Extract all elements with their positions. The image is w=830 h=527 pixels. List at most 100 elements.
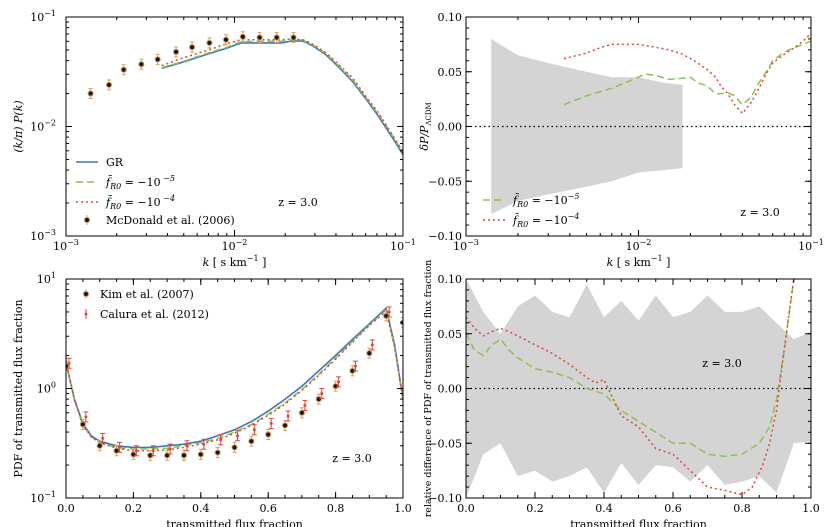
y-tick-exponent: −2 [44, 119, 56, 128]
legend-label-f4-exp: −4 [568, 212, 580, 221]
data-point [303, 403, 307, 407]
error-band [491, 38, 683, 215]
redshift-annotation: z = 3.0 [332, 452, 372, 465]
redshift-annotation: z = 3.0 [740, 206, 780, 219]
x-tick-exponent: −3 [67, 238, 79, 247]
x-tick-label: 0.4 [595, 502, 613, 515]
data-point [370, 343, 374, 347]
plot-area [466, 279, 811, 498]
data-point [252, 428, 256, 432]
panel-power-spectrum: 10−3 10−2 10−110−310−210−1k [ s km−1 ](k/π… [12, 9, 416, 269]
x-axis-label-exp: −1 [247, 254, 259, 263]
data-point [79, 421, 86, 428]
y-tick-exponent: −3 [44, 228, 56, 237]
y-tick-label: 10−1 [30, 490, 56, 505]
legend-label-mcdonald: McDonald et al. (2006) [106, 214, 235, 227]
data-point [231, 444, 238, 451]
x-axis-label-unit: [ s km [209, 256, 247, 269]
panel-flux-pdf: 0.0 0.2 0.4 0.6 0.8 1.010−1100101transmitted … [12, 271, 412, 527]
y-tick-exponent: −1 [44, 490, 56, 499]
data-point [172, 48, 180, 56]
y-axis-label: PDF of transmitted flux fraction [12, 299, 25, 477]
x-tick-label: 1.0 [802, 502, 820, 515]
x-tick-label: 10−3 [53, 238, 79, 253]
x-tick-label: 0.8 [327, 502, 345, 515]
data-point [387, 310, 391, 314]
y-tick-exponent: 0 [51, 381, 56, 390]
data-point [248, 438, 255, 445]
y-axis-label-sub: ΛCDM [425, 102, 433, 126]
redshift-annotation: z = 3.0 [702, 357, 742, 370]
y-tick-exponent: 1 [51, 271, 56, 280]
legend-label-f5-sub: R0 [516, 200, 528, 209]
y-tick-label: 0.05 [438, 328, 463, 341]
legend-label-f4: f̄R0 = −10−4 [512, 212, 579, 229]
y-tick-label: −0.05 [428, 437, 462, 450]
y-tick-exponent: −1 [44, 9, 56, 18]
series-line-1 [161, 38, 403, 153]
data-point [320, 392, 324, 396]
x-tick-label: 10−1 [390, 238, 416, 253]
data-point [337, 380, 341, 384]
x-tick-exponent: −3 [467, 238, 479, 247]
x-axis-label-exp: −1 [651, 254, 663, 263]
x-tick-label: 0.4 [192, 502, 210, 515]
data-point [120, 66, 127, 73]
legend-label-f5-text: = −10 [121, 176, 160, 189]
x-tick-label: 10−2 [222, 238, 248, 253]
y-tick-label: 0.05 [438, 66, 463, 79]
y-tick-label: 10−2 [30, 119, 56, 134]
data-point [281, 422, 289, 429]
y-tick-label: 0.00 [438, 383, 463, 396]
y-tick-label: 101 [37, 271, 56, 286]
x-tick-label: 10−1 [798, 238, 824, 253]
data-point [239, 33, 246, 40]
data-point [315, 396, 322, 403]
x-axis-label: transmitted flux fraction [570, 518, 707, 527]
legend-label-f4-sub: R0 [109, 202, 121, 211]
data-point [206, 39, 213, 47]
y-axis-label-main: δP/P [418, 125, 431, 151]
x-axis-label-close: ] [259, 256, 267, 269]
y-tick-label: 0.10 [438, 11, 463, 24]
data-point [256, 34, 263, 41]
series-line-2 [66, 309, 403, 452]
x-tick-label: 0.8 [733, 502, 751, 515]
data-point [273, 34, 280, 41]
legend-swatch-kim [82, 290, 90, 298]
redshift-annotation: z = 3.0 [278, 196, 318, 209]
data-point [96, 442, 103, 449]
x-tick-label: 0.6 [664, 502, 682, 515]
x-tick-exponent: −2 [640, 238, 652, 247]
legend-label-f5-text: = −10 [528, 194, 567, 207]
y-tick-label: 100 [37, 381, 56, 396]
data-point [332, 383, 339, 390]
x-tick-label: 1.0 [394, 502, 412, 515]
x-axis-label-unit: [ s km [613, 256, 651, 269]
data-point [236, 434, 239, 438]
y-tick-label: 10−1 [30, 9, 56, 24]
data-point [202, 442, 206, 446]
data-point [366, 350, 373, 357]
y-axis-label: relative difference of PDF of transmitte… [423, 260, 434, 518]
data-point [222, 36, 230, 43]
y-tick-label: −0.10 [428, 492, 462, 505]
data-point [286, 414, 290, 418]
x-axis-label-var: k [203, 256, 210, 269]
y-tick-label: 0.00 [438, 121, 463, 134]
data-point [151, 449, 155, 453]
series-line-0 [66, 306, 403, 449]
plot-area [87, 31, 403, 156]
data-point [405, 315, 408, 318]
legend-swatch-mcdonald [83, 216, 91, 224]
data-point [298, 409, 305, 416]
x-axis-label: k [ s km−1 ] [607, 254, 671, 269]
y-axis-label: δP/PΛCDM [418, 102, 433, 150]
data-point [188, 44, 196, 51]
data-point [105, 81, 113, 88]
x-tick-label: 0.2 [125, 502, 143, 515]
data-point [118, 445, 122, 449]
legend-label-f4-text: = −10 [121, 196, 160, 209]
plot-area [466, 32, 811, 215]
